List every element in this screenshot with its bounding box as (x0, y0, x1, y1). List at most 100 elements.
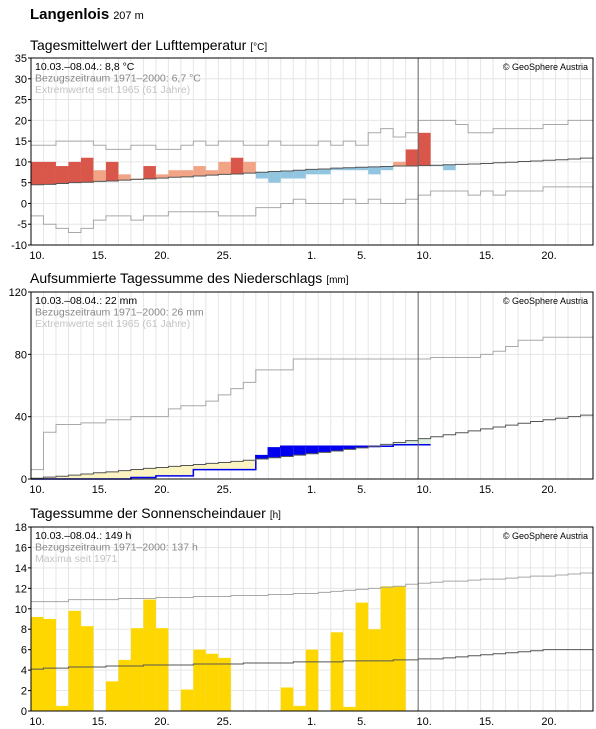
temperature-bar (105, 161, 119, 182)
x-tick-label: 10. (417, 484, 432, 496)
temperature-bar (280, 171, 294, 179)
temperature-bar (305, 169, 319, 175)
x-tick-label: 5. (357, 250, 366, 262)
x-tick-label: 1. (307, 250, 316, 262)
info-line: Bezugszeitraum 1971–2000: 26 mm (35, 307, 204, 319)
temperature-bar (443, 164, 456, 171)
info-line: Extremwerte seit 1965 (61 Jahre) (35, 84, 190, 96)
extreme-max-line (31, 572, 593, 603)
x-tick-label: 25. (217, 484, 232, 496)
sunshine-bar (343, 706, 356, 711)
temperature-bar (55, 166, 69, 184)
y-tick-label: 10 (15, 157, 27, 169)
sunshine-bar (43, 619, 56, 711)
precipitation-bar (193, 464, 206, 470)
x-tick-label: 20. (541, 484, 556, 496)
sunshine-bar (380, 586, 394, 711)
x-tick-label: 15. (479, 716, 494, 728)
precipitation-bar (243, 460, 256, 470)
y-tick-label: 80 (15, 349, 27, 361)
temperature-bar (368, 166, 381, 175)
extreme-max-line (31, 119, 593, 150)
y-tick-label: 120 (9, 287, 27, 299)
plot-frame (30, 526, 594, 712)
x-tick-label: 25. (217, 250, 232, 262)
info-line: 10.03.–08.04.: 149 h (35, 530, 131, 542)
x-tick-label: 1. (307, 716, 316, 728)
x-tick-label: 15. (92, 484, 107, 496)
x-tick-label: 20. (541, 716, 556, 728)
precipitation-bar (293, 446, 306, 456)
temperature-bar (155, 174, 169, 179)
precipitation-bar (118, 470, 131, 479)
temperature-bar (143, 166, 156, 179)
y-tick-label: 15 (15, 136, 27, 148)
x-tick-label: 1. (307, 484, 316, 496)
sunshine-bar (305, 649, 319, 711)
temperature-chart: -10 -5 0 5 10 15 20 25 30 35 10. 15. 20. 25. 1. 5. 10. 15… (11, 53, 594, 262)
precipitation-bar (343, 446, 356, 450)
y-tick-label: 5 (21, 178, 27, 190)
temperature-bar (93, 170, 106, 182)
y-tick-label: 18 (15, 522, 27, 534)
temperature-title: Tagesmittelwert der Lufttemperatur [°C] (30, 37, 267, 53)
precipitation-bar (230, 461, 244, 470)
sunshine-bar (280, 687, 294, 711)
x-tick-label: 20. (541, 250, 556, 262)
x-tick-label: 20. (154, 716, 169, 728)
info-line: Extremwerte seit 1965 (61 Jahre) (35, 318, 190, 330)
sunshine-bar (130, 628, 144, 711)
info-line: Bezugszeitraum 1971–2000: 6,7 °C (35, 73, 201, 85)
info-line: 10.03.–08.04.: 8,8 °C (35, 61, 135, 73)
sunshine-bar (55, 705, 69, 711)
temperature-bar (380, 166, 394, 171)
y-tick-label: 0 (21, 706, 27, 718)
sunshine-bar (143, 599, 156, 711)
temperature-bar (31, 161, 44, 185)
sunshine-bar (31, 616, 44, 711)
precipitation-bar (418, 438, 431, 445)
plot-frame (30, 57, 594, 246)
precipitation-bar (205, 463, 219, 470)
temperature-bar (343, 167, 356, 171)
precipitation-bar (393, 442, 406, 445)
sunshine-bar (393, 586, 406, 711)
sunshine-bar (68, 610, 81, 711)
precipitation-bar (305, 446, 319, 454)
reference-line (31, 649, 593, 670)
extreme-max-line (31, 336, 593, 471)
y-tick-label: 12 (15, 583, 27, 595)
temperature-title-text: Tagesmittelwert der Lufttemperatur (30, 37, 247, 53)
sunshine-bar (330, 632, 344, 711)
sunshine-bar (118, 659, 131, 711)
temperature-bar (80, 157, 94, 183)
precipitation-bar (43, 477, 56, 479)
y-tick-label: 30 (15, 74, 27, 86)
y-tick-label: 0 (21, 474, 27, 486)
precipitation-bar (280, 446, 294, 457)
reference-line (31, 414, 593, 479)
precipitation-title-text: Aufsummierte Tagessumme des Niederschlag… (30, 270, 323, 286)
precipitation-bar (68, 475, 81, 479)
precipitation-bar (80, 474, 94, 479)
x-tick-label: 15. (92, 250, 107, 262)
sunshine-bar (193, 649, 206, 711)
precipitation-bar (318, 446, 331, 453)
x-tick-label: 10. (417, 250, 432, 262)
y-tick-label: 40 (15, 412, 27, 424)
sunshine-bar (180, 689, 194, 711)
precipitation-bar (155, 467, 169, 476)
x-tick-label: 10. (417, 716, 432, 728)
precipitation-bar (130, 469, 144, 478)
y-tick-label: 35 (15, 53, 27, 65)
precipitation-unit: [mm] (326, 275, 349, 286)
precipitation-bar (143, 468, 156, 478)
x-tick-label: 5. (357, 484, 366, 496)
temperature-bar (293, 170, 306, 179)
plot-frame (30, 291, 594, 480)
page-title: Langenlois 207 m (30, 6, 144, 23)
y-tick-label: 4 (21, 665, 27, 677)
